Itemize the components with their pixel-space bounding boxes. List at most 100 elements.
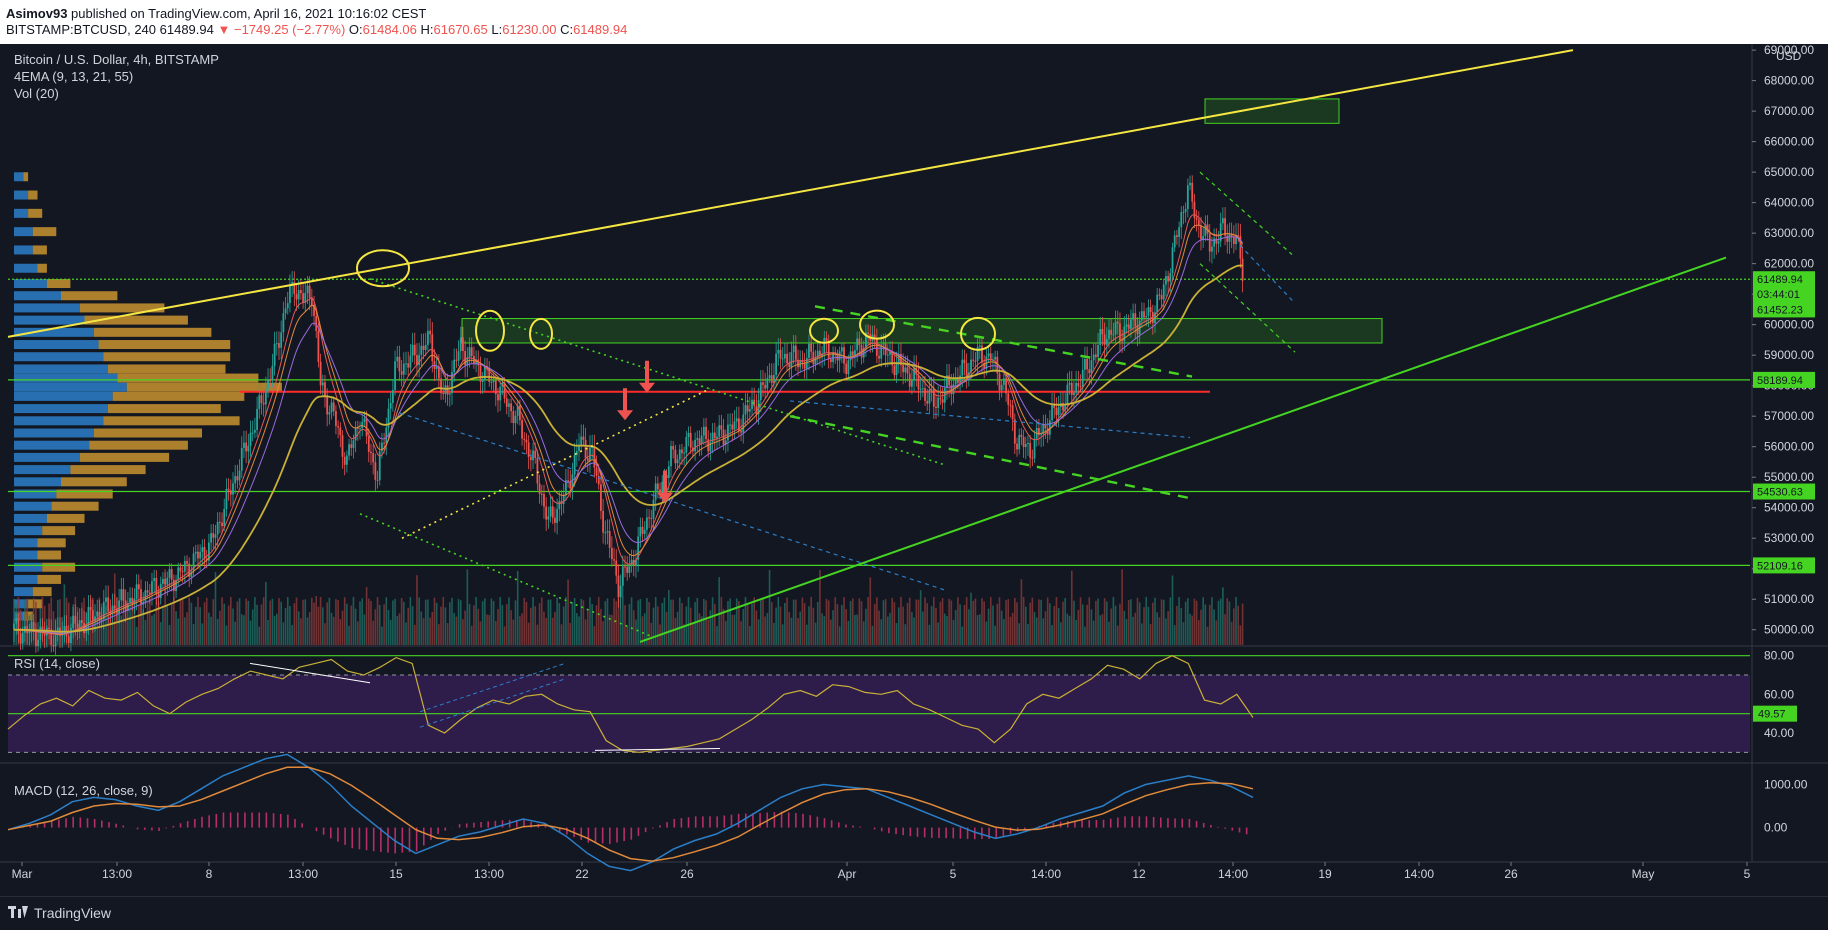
open-value: 61484.06: [363, 22, 417, 37]
macd-histogram-bar: [87, 818, 89, 827]
volume-bar: [534, 606, 536, 645]
candle-body: [1104, 334, 1106, 344]
volume-legend[interactable]: Vol (20): [14, 86, 59, 101]
volume-bar: [1003, 619, 1005, 645]
volume-bar: [848, 621, 850, 645]
candle-body: [569, 482, 571, 489]
volume-bar: [353, 597, 355, 645]
volume-bar: [990, 597, 992, 645]
volume-bar: [983, 601, 985, 645]
candle-body: [333, 402, 335, 411]
candle-body: [289, 286, 291, 304]
volume-bar: [747, 605, 749, 645]
author-name[interactable]: Asimov93: [6, 6, 67, 21]
volume-bar: [957, 597, 959, 645]
candle-body: [92, 610, 94, 621]
candle-body: [878, 356, 880, 359]
candle-body: [482, 380, 484, 381]
volume-bar: [1007, 599, 1009, 645]
volume-bar: [274, 616, 276, 645]
candle-body: [138, 584, 140, 589]
volume-bar: [681, 603, 683, 645]
candle-body: [1148, 307, 1150, 316]
rsi-legend[interactable]: RSI (14, close): [14, 656, 100, 671]
candle-body: [140, 589, 142, 605]
candle-body: [532, 451, 534, 461]
candle-body: [988, 353, 990, 356]
volume-bar: [885, 599, 887, 645]
volume-bar: [1099, 615, 1101, 645]
volume-bar: [552, 618, 554, 645]
candle-body: [694, 440, 696, 451]
ema-legend[interactable]: 4EMA (9, 13, 21, 55): [14, 69, 133, 84]
candle-body: [1161, 295, 1163, 299]
volume-bar: [972, 601, 974, 645]
volume-bar: [699, 613, 701, 645]
volume-bar: [1148, 607, 1150, 645]
macd-legend[interactable]: MACD (12, 26, close, 9): [14, 783, 153, 798]
volume-bar: [841, 605, 843, 645]
candle-body: [534, 451, 536, 458]
volume-bar: [383, 604, 385, 645]
volume-bar: [635, 620, 637, 645]
candle-body: [350, 444, 352, 448]
candle-body: [223, 509, 225, 526]
candle-body: [981, 345, 983, 362]
volume-bar: [337, 600, 339, 645]
volume-bar: [1062, 602, 1064, 645]
volume-bar: [1016, 602, 1018, 645]
volume-bar: [331, 613, 333, 645]
volume-bar: [880, 619, 882, 645]
volume-profile-bar-up: [14, 477, 61, 486]
candle-body: [1058, 407, 1060, 415]
candle-body: [409, 356, 411, 368]
volume-profile-bar-up: [14, 404, 108, 413]
candle-body: [285, 308, 287, 313]
candle-body: [1023, 437, 1025, 447]
volume-bar: [668, 590, 670, 645]
candle-body: [823, 338, 825, 353]
volume-bar: [1058, 608, 1060, 645]
volume-bar: [828, 600, 830, 645]
macd-histogram-bar: [187, 821, 189, 827]
volume-bar: [346, 604, 348, 645]
volume-bar: [1213, 610, 1215, 645]
volume-bar: [692, 623, 694, 645]
volume-bar: [898, 607, 900, 645]
volume-bar: [964, 605, 966, 645]
volume-profile-bar-down: [38, 538, 66, 547]
macd-histogram-bar: [874, 828, 876, 830]
chart-canvas[interactable]: 69000.0068000.0067000.0066000.0065000.00…: [0, 44, 1828, 896]
candle-body: [90, 607, 92, 610]
macd-histogram-bar: [366, 828, 368, 851]
macd-histogram-bar: [809, 815, 811, 827]
volume-bar: [1088, 597, 1090, 645]
candle-body: [1172, 247, 1174, 273]
candle-body: [600, 484, 602, 511]
volume-bar: [926, 603, 928, 645]
volume-bar: [497, 609, 499, 645]
volume-profile-bar-up: [14, 538, 38, 547]
volume-profile-bar-up: [14, 392, 113, 401]
candle-body: [519, 406, 521, 421]
red-arrow-shaft: [623, 388, 627, 412]
volume-profile-bar-up: [14, 490, 56, 499]
volume-bar: [631, 597, 633, 645]
tradingview-logo[interactable]: TradingView: [8, 905, 111, 921]
macd-histogram-bar: [609, 828, 611, 844]
candle-body: [589, 448, 591, 461]
volume-bar: [782, 624, 784, 645]
volume-profile-bar-up: [14, 340, 99, 349]
volume-bar: [935, 608, 937, 645]
chart-title[interactable]: Bitcoin / U.S. Dollar, 4h, BITSTAMP: [14, 52, 219, 67]
candle-body: [926, 401, 928, 404]
macd-histogram-bar: [817, 817, 819, 828]
candle-body: [1034, 439, 1036, 459]
volume-bar: [1165, 619, 1167, 645]
macd-histogram-bar: [824, 818, 826, 827]
candle-body: [258, 395, 260, 409]
volume-bar: [1163, 600, 1165, 645]
volume-bar: [1060, 622, 1062, 645]
candle-body: [324, 382, 326, 395]
candle-body: [37, 640, 39, 646]
